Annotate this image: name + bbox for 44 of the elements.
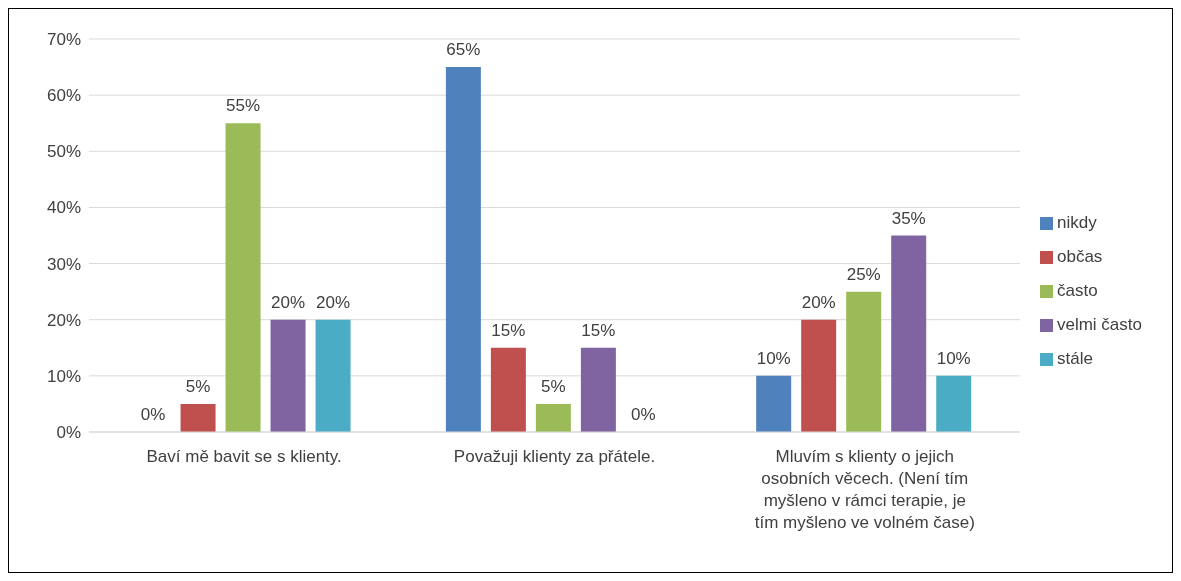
data-label: 65% [446, 40, 481, 60]
bar [270, 319, 306, 432]
bar [535, 403, 571, 432]
bar [180, 403, 216, 432]
data-label: 10% [936, 348, 971, 368]
bar [891, 235, 927, 432]
y-tick-label: 0% [56, 423, 81, 443]
x-tick-label: Baví mě bavit se s klienty. [146, 447, 342, 466]
bar [445, 67, 481, 432]
data-label: 5% [541, 376, 566, 396]
data-label: 0% [140, 404, 166, 424]
data-label: 55% [226, 96, 261, 116]
data-label: 20% [801, 292, 836, 312]
legend-label: nikdy [1056, 212, 1097, 232]
data-label: 20% [316, 292, 351, 312]
data-label: 15% [581, 320, 616, 340]
bar [580, 347, 616, 432]
data-label: 20% [271, 292, 306, 312]
bar [315, 319, 351, 432]
x-tick-label: Mluvím s klienty o jejich osobních věcech. (Není tím myšleno v rámci terapie, je tím myšleno ve volném čase) [754, 447, 975, 532]
data-label: 10% [756, 348, 791, 368]
legend-label: velmi často [1056, 314, 1142, 334]
bar [225, 123, 261, 432]
x-tick-label: Považuji klienty za přátele. [453, 447, 656, 466]
legend-label: často [1056, 280, 1098, 300]
data-label: 25% [846, 264, 881, 284]
data-label: 35% [891, 208, 926, 228]
data-label: 5% [185, 376, 211, 396]
data-label: 15% [491, 320, 526, 340]
y-tick-label: 60% [46, 86, 81, 106]
y-tick-label: 10% [46, 366, 81, 386]
y-tick-label: 50% [46, 142, 81, 162]
y-tick-label: 40% [46, 198, 81, 218]
y-tick-label: 30% [46, 254, 81, 274]
legend-label: občas [1056, 246, 1103, 266]
y-tick-label: 70% [46, 30, 81, 50]
bar [490, 347, 526, 432]
y-tick-label: 20% [46, 310, 81, 330]
bar [846, 291, 882, 432]
bar [801, 319, 837, 432]
bar [756, 375, 792, 432]
data-label: 0% [631, 404, 656, 424]
bar [936, 375, 972, 432]
legend-label: stále [1056, 348, 1093, 368]
